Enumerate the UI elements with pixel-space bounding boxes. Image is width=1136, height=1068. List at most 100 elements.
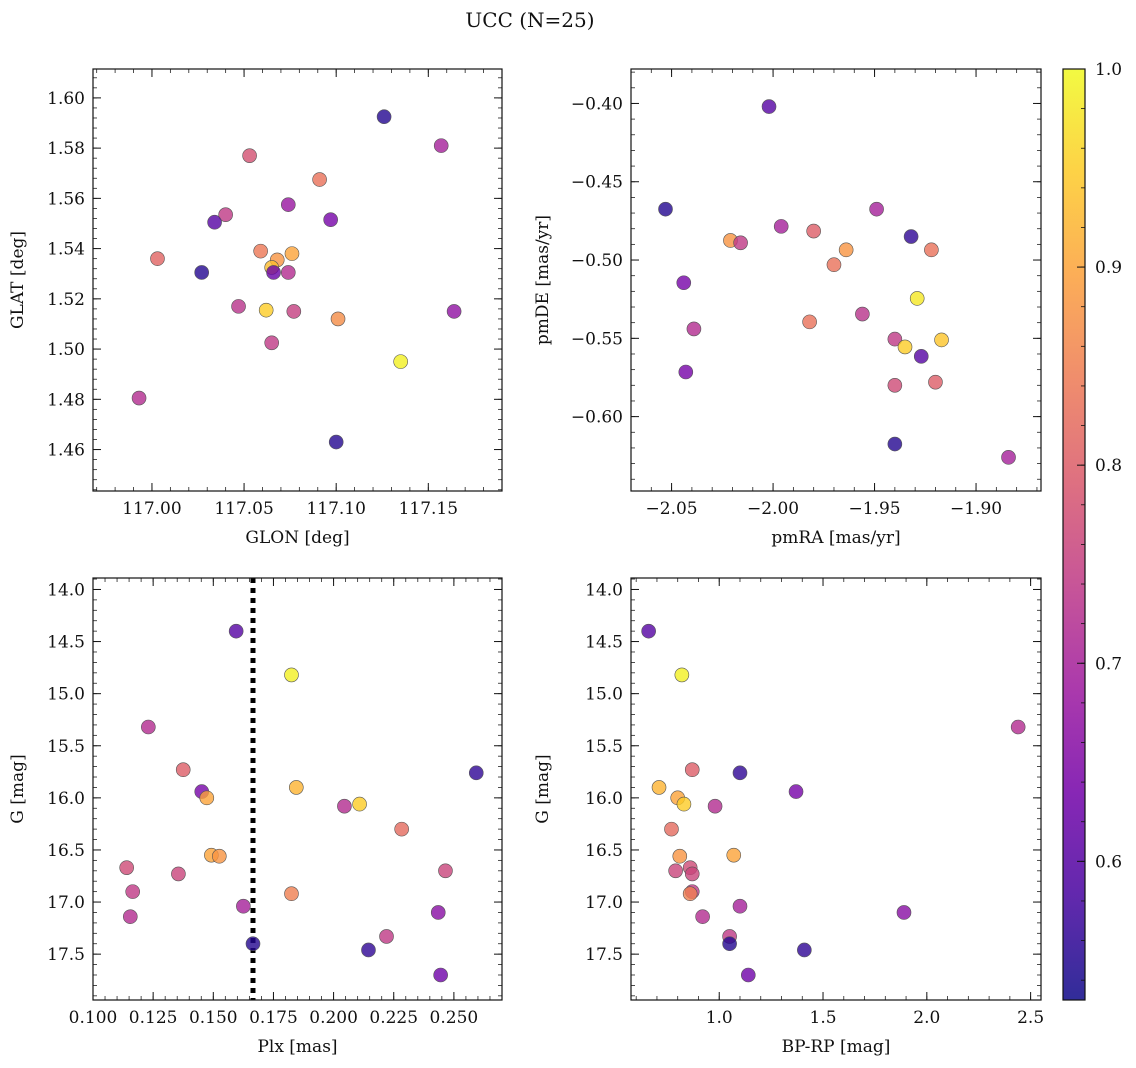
scatter-point (328, 434, 344, 450)
scatter-point (897, 339, 913, 355)
x-tick-label: −1.90 (950, 499, 1002, 519)
scatter-point (732, 898, 748, 914)
scatter-point (141, 719, 156, 735)
scatter-point (641, 623, 656, 639)
scatter-point (826, 257, 842, 273)
scatter-point (934, 332, 949, 348)
y-tick-label: 1.46 (47, 441, 85, 461)
scatter-point (125, 884, 140, 899)
scatter-point (678, 364, 694, 380)
scatter-points (119, 623, 484, 983)
scatter-point (887, 378, 903, 393)
y-tick-label: 1.48 (47, 390, 85, 410)
panels: 117.00 117.05 117.10 117.15 1.60 1.58 1.56 1.54… (8, 68, 1044, 1057)
x-tick-label: 0.100 (69, 1008, 118, 1028)
scatter-point (676, 275, 692, 291)
x-tick-label: 117.00 (122, 499, 181, 519)
scatter-point (122, 909, 138, 924)
scatter-point (726, 847, 742, 863)
scatter-point (664, 821, 679, 837)
scatter-point (695, 909, 710, 924)
scatter-point (312, 172, 327, 187)
scatter-point (242, 148, 257, 163)
scatter-point (682, 886, 698, 902)
colorbar-tick-label: 0.6 (1095, 852, 1122, 872)
y-tick-label: 17.5 (47, 945, 85, 965)
scatter-point (773, 219, 789, 234)
y-tick-label: 1.50 (47, 340, 85, 360)
scatter-point (869, 201, 884, 217)
plot-frame (92, 577, 503, 1001)
scatter-point (658, 201, 673, 217)
scatter-point (761, 99, 777, 114)
y-tick-label: 17.0 (47, 893, 85, 913)
y-tick-label: 17.0 (585, 893, 623, 913)
x-tick-label: −2.05 (646, 499, 698, 519)
scatter-point (788, 784, 804, 799)
scatter-point (280, 197, 296, 212)
scatter-point (672, 848, 688, 864)
x-tick-label: 0.200 (309, 1008, 358, 1028)
scatter-point (231, 299, 246, 314)
scatter-point (131, 390, 147, 406)
colorbar-tick-label: 0.8 (1095, 456, 1122, 476)
colorbar-tick-label: 0.9 (1095, 258, 1122, 278)
scatter-point (199, 790, 215, 806)
scatter-point (352, 796, 367, 812)
x-axis-label: BP-RP [mag] (782, 1037, 891, 1057)
scatter-point (119, 860, 134, 875)
scatter-point (468, 765, 484, 781)
y-tick-label: 1.52 (47, 290, 85, 310)
scatter-point (212, 848, 227, 864)
scatter-point (253, 243, 268, 259)
scatter-point (393, 354, 408, 369)
plot-frame (630, 577, 1042, 1001)
scatter-point (676, 796, 692, 812)
scatter-point (686, 321, 702, 337)
colorbar-tick-label: 0.7 (1095, 654, 1122, 674)
y-tick-label: 17.5 (585, 945, 623, 965)
scatter-point (175, 762, 191, 778)
scatter-point (887, 331, 903, 347)
scatter-point (264, 335, 280, 351)
scatter-point (284, 886, 299, 902)
y-tick-label: −0.50 (571, 251, 623, 271)
scatter-point (1010, 719, 1026, 735)
scatter-point (288, 780, 304, 795)
scatter-point (433, 138, 449, 153)
scatter-point (280, 265, 296, 280)
scatter-point (855, 306, 870, 322)
scatter-point (438, 863, 453, 879)
panel-plx: 0.100 0.125 0.150 0.175 0.200 0.225 0.250 14.0 1… (8, 577, 503, 1057)
y-axis-label: G [mag] (533, 754, 553, 823)
scatter-point (245, 936, 261, 952)
colorbar-tick-label: 1.0 (1095, 60, 1122, 80)
scatter-point (323, 212, 338, 228)
scatter-point (361, 942, 376, 958)
scatter-point (394, 821, 409, 837)
minor-ticks (631, 578, 1041, 1000)
y-tick-label: −0.55 (571, 329, 623, 349)
plot-frame (630, 68, 1042, 492)
x-tick-label: 0.150 (189, 1008, 238, 1028)
scatter-point (838, 242, 854, 258)
scatter-point (236, 898, 251, 914)
minor-ticks (630, 69, 1041, 491)
y-tick-label: 14.5 (47, 633, 85, 653)
y-tick-label: 1.58 (47, 139, 85, 159)
scatter-point (896, 905, 912, 920)
scatter-point (651, 780, 667, 795)
scatter-point (286, 304, 302, 319)
scatter-point (732, 765, 748, 781)
scatter-point (740, 967, 756, 983)
x-tick-label: 2.5 (1017, 1008, 1044, 1028)
scatter-point (330, 311, 346, 327)
scatter-points (658, 99, 1016, 465)
y-tick-label: 1.56 (47, 189, 85, 209)
y-tick-label: 1.54 (47, 240, 85, 260)
scatter-point (707, 798, 723, 814)
scatter-point (802, 314, 817, 330)
scatter-point (430, 905, 446, 920)
panel-pm: −2.05 −2.00 −1.95 −1.90 −0.40 −0.45 −0.50 −0.55… (533, 68, 1042, 548)
scatter-point (806, 223, 821, 239)
